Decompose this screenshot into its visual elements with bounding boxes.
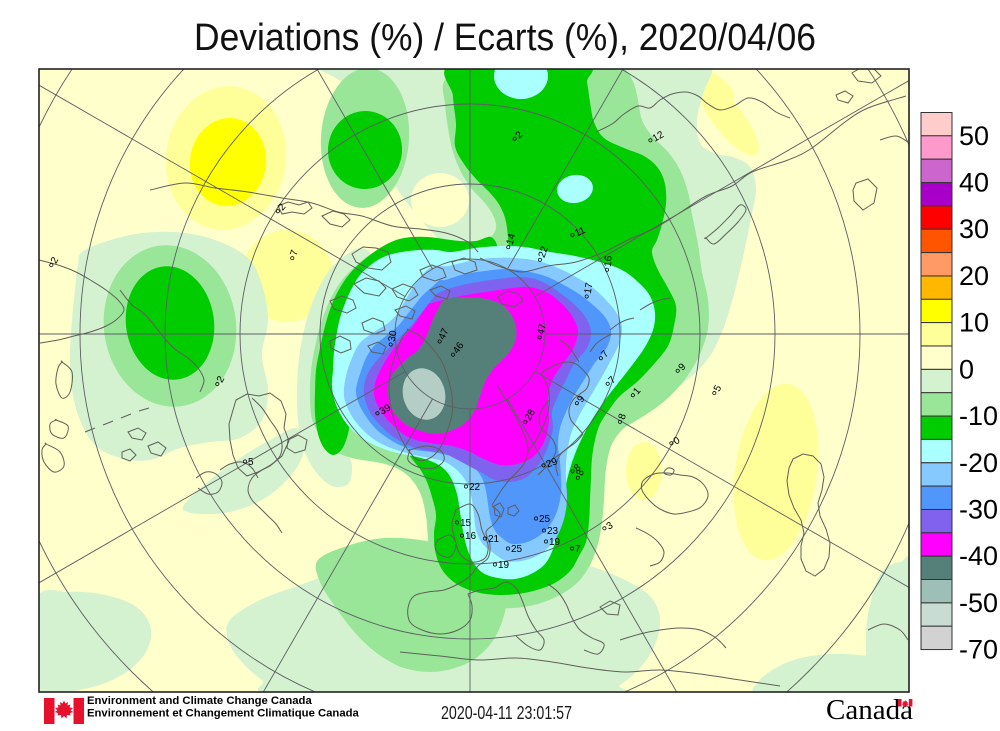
svg-text:25: 25 xyxy=(539,514,551,525)
svg-text:3: 3 xyxy=(605,520,616,533)
svg-text:15: 15 xyxy=(460,518,472,529)
svg-text:Environnement et Changement Cl: Environnement et Changement Climatique C… xyxy=(87,708,360,720)
svg-text:16: 16 xyxy=(465,531,477,542)
svg-text:50: 50 xyxy=(959,121,989,151)
svg-text:20: 20 xyxy=(959,261,989,291)
svg-text:-40: -40 xyxy=(959,541,998,571)
svg-text:7: 7 xyxy=(575,544,581,555)
svg-text:19: 19 xyxy=(498,560,510,571)
svg-text:5: 5 xyxy=(248,457,254,468)
svg-text:7: 7 xyxy=(289,248,301,257)
svg-text:-70: -70 xyxy=(959,635,998,665)
svg-text:23: 23 xyxy=(547,526,559,537)
svg-text:8: 8 xyxy=(617,412,629,421)
svg-text:2: 2 xyxy=(215,374,228,385)
svg-text:7: 7 xyxy=(599,348,611,360)
svg-text:2: 2 xyxy=(276,201,288,213)
svg-text:Deviations (%) / Ecarts (%), 2: Deviations (%) / Ecarts (%), 2020/04/06 xyxy=(194,17,816,59)
svg-text:1: 1 xyxy=(631,385,643,397)
svg-text:47: 47 xyxy=(536,322,549,336)
svg-text:2: 2 xyxy=(49,255,62,266)
svg-text:8: 8 xyxy=(572,462,584,474)
svg-text:Environment and Climate Change: Environment and Climate Change Canada xyxy=(87,695,312,707)
svg-text:-10: -10 xyxy=(959,401,998,431)
svg-text:-50: -50 xyxy=(959,588,998,618)
svg-text:10: 10 xyxy=(959,308,989,338)
svg-text:22: 22 xyxy=(537,245,551,260)
svg-text:39: 39 xyxy=(378,402,394,417)
svg-text:0: 0 xyxy=(672,435,683,448)
svg-text:21: 21 xyxy=(488,534,500,545)
svg-text:17: 17 xyxy=(583,281,596,294)
svg-text:Canada: Canada xyxy=(826,694,913,726)
svg-text:-20: -20 xyxy=(959,448,998,478)
svg-text:0: 0 xyxy=(959,354,974,384)
svg-text:14: 14 xyxy=(505,232,519,246)
svg-text:25: 25 xyxy=(511,544,523,555)
svg-text:28: 28 xyxy=(523,407,538,423)
svg-text:5: 5 xyxy=(712,383,725,394)
svg-text:2020-04-11 23:01:57: 2020-04-11 23:01:57 xyxy=(441,703,572,723)
svg-text:30: 30 xyxy=(387,329,400,342)
svg-text:47: 47 xyxy=(437,326,452,341)
svg-text:30: 30 xyxy=(959,214,989,244)
svg-text:22: 22 xyxy=(469,482,481,493)
svg-text:16: 16 xyxy=(603,255,615,267)
svg-text:11: 11 xyxy=(573,225,587,240)
svg-text:19: 19 xyxy=(549,537,561,548)
svg-text:8: 8 xyxy=(575,468,587,477)
svg-text:12: 12 xyxy=(651,129,667,144)
svg-text:40: 40 xyxy=(959,168,989,198)
svg-text:9: 9 xyxy=(575,393,587,405)
svg-text:-30: -30 xyxy=(959,495,998,525)
svg-text:29: 29 xyxy=(545,456,560,470)
